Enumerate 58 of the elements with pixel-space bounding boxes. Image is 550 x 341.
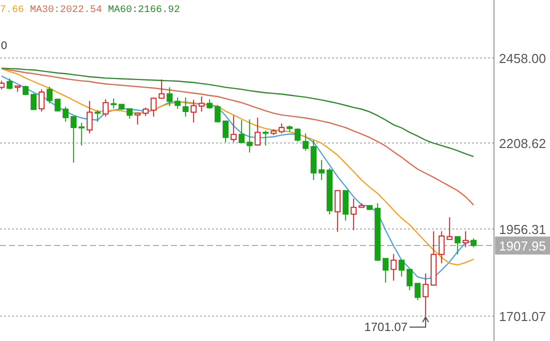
ref-line-label: 1907.95: [499, 238, 546, 254]
candlestick: [62, 106, 69, 122]
candlestick: [174, 97, 181, 110]
candlestick: [190, 99, 197, 123]
candlestick: [134, 112, 141, 125]
candlestick: [6, 78, 13, 90]
candlestick: [334, 190, 341, 232]
candlestick: [126, 108, 133, 120]
candlestick: [398, 260, 405, 278]
y-tick-label: 1701.07: [499, 309, 546, 324]
candlestick: [182, 97, 189, 118]
candlestick: [262, 130, 269, 146]
line-series: [1, 68, 474, 206]
candlestick: [438, 230, 445, 264]
line-series: [1, 68, 474, 158]
candlestick: [222, 120, 229, 143]
candlestick: [454, 236, 461, 255]
candlestick: [86, 100, 93, 134]
annotation: 0: [1, 40, 8, 52]
candlestick: [110, 98, 117, 109]
candlestick: [278, 122, 285, 134]
candlestick: [422, 272, 429, 317]
candlestick: [294, 128, 301, 142]
text: MA30:2022.54: [30, 5, 102, 16]
candlestick: [254, 117, 261, 146]
candlestick: [158, 78, 165, 99]
y-tick-label: 2458.00: [499, 50, 546, 66]
candlestick: [318, 159, 325, 181]
candlestick: [150, 97, 157, 118]
candlestick: [54, 98, 61, 112]
candlestick: [446, 216, 453, 240]
candlestick: [462, 230, 469, 248]
candlestick: [30, 92, 37, 111]
text: MA60:2166.92: [108, 5, 180, 16]
candlestick: [246, 118, 253, 153]
candlestick: [38, 88, 45, 112]
candlestick: [214, 104, 221, 123]
candlestick: [102, 98, 109, 118]
candlestick: [406, 268, 413, 291]
candlestick: [350, 198, 357, 231]
candlestick: [342, 190, 349, 222]
candlestick: [206, 98, 213, 110]
y-tick-label: 1956.31: [499, 222, 546, 238]
candlestick: [166, 86, 173, 107]
candlestick: [230, 115, 237, 143]
candlestick: [198, 96, 205, 112]
candlestick: [414, 282, 421, 301]
annotation: 1701.07: [364, 320, 408, 334]
candlestick: [390, 254, 397, 282]
y-tick-label: 2208.62: [499, 136, 546, 152]
candlestick: [78, 122, 85, 146]
candlestick: [382, 258, 389, 284]
candlestick: [70, 116, 77, 164]
candlestick: [94, 110, 101, 122]
candlestick: [238, 120, 245, 144]
text: 7.66: [0, 5, 24, 16]
candlestick: [302, 132, 309, 152]
candlestick: [46, 86, 53, 104]
